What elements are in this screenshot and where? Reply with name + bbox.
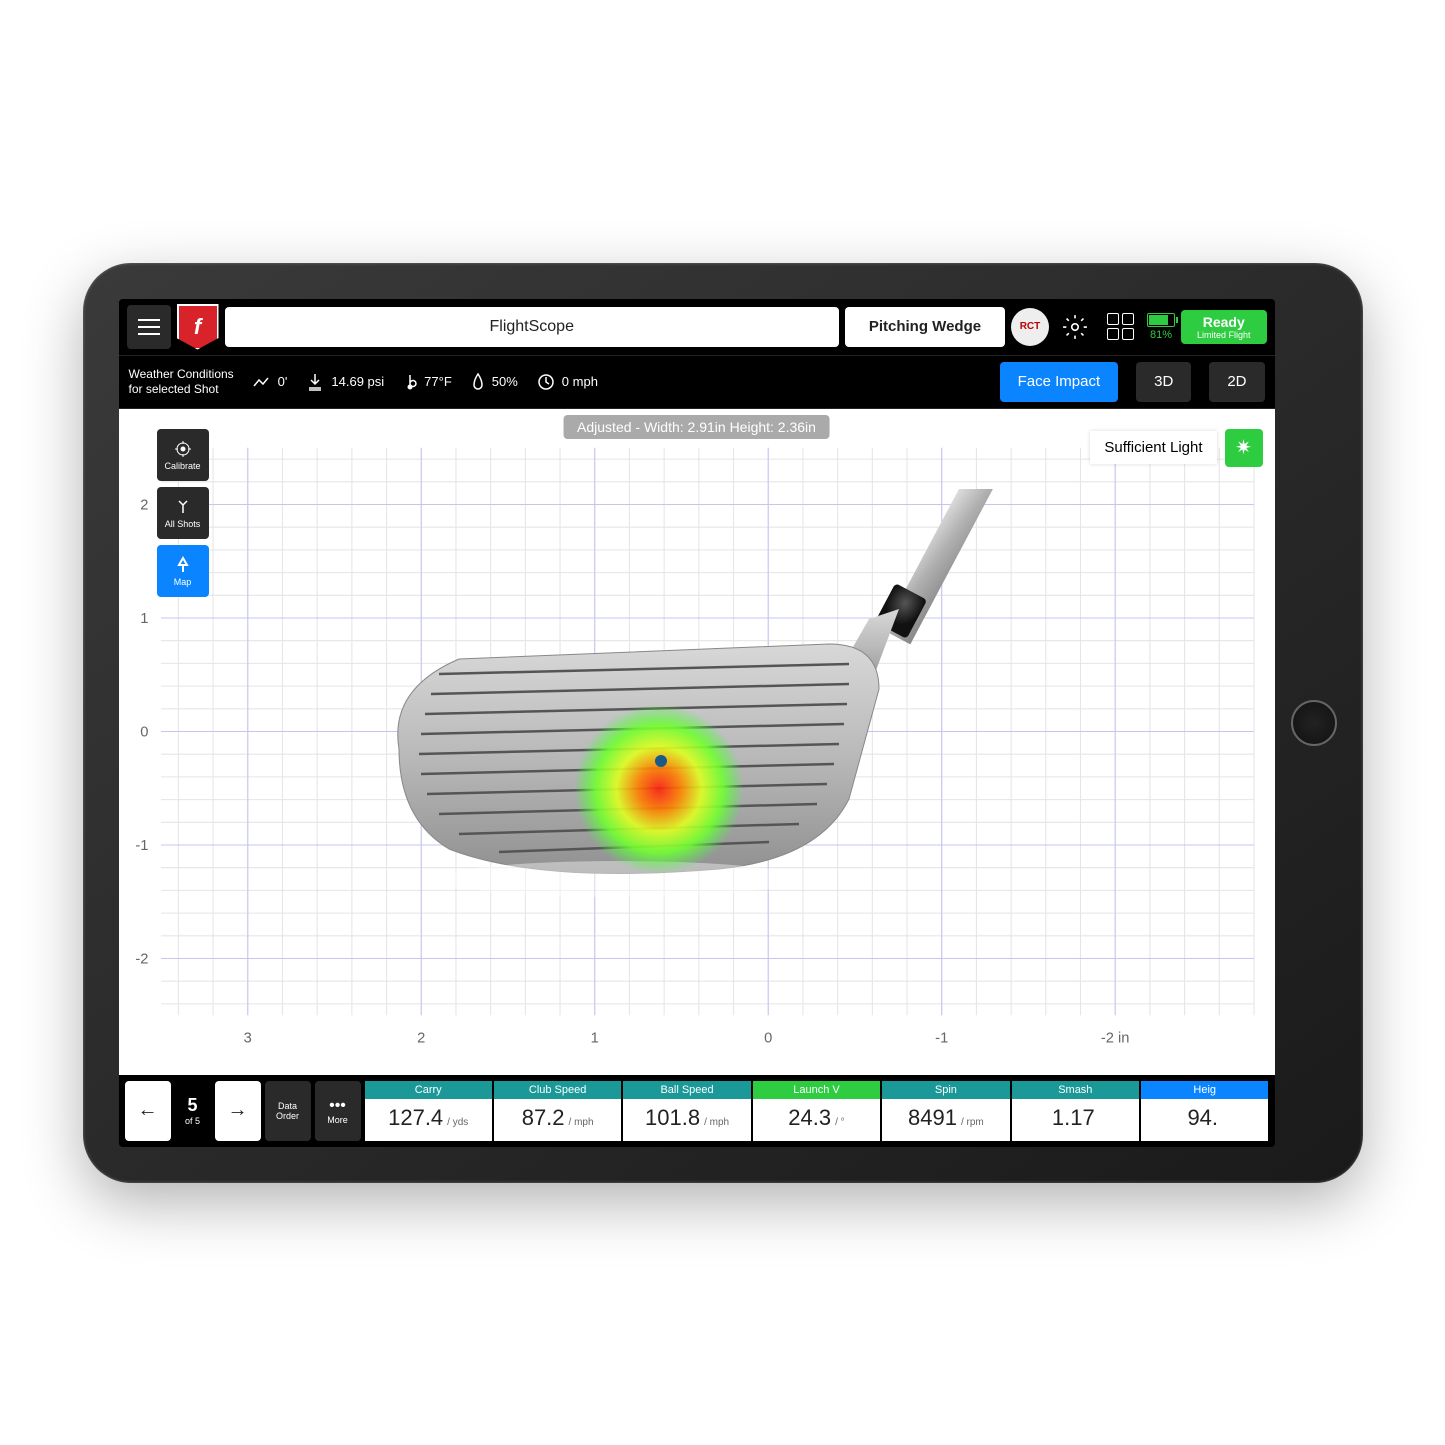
golf-club-image: [339, 489, 1059, 949]
weather-bar: Weather Conditions for selected Shot 0' …: [119, 355, 1275, 409]
top-bar: f FlightScope Pitching Wedge RCT 81%: [119, 299, 1275, 355]
svg-text:2: 2: [140, 497, 148, 513]
pressure-item: 14.69 psi: [305, 372, 384, 392]
ball-indicator[interactable]: RCT: [1011, 308, 1049, 346]
page-info: 5 of 5: [175, 1081, 211, 1141]
metric-club-speed[interactable]: Club Speed87.2/ mph: [494, 1081, 621, 1141]
battery-icon: [1147, 313, 1175, 327]
svg-text:-1: -1: [135, 838, 148, 854]
chart-area: Adjusted - Width: 2.91in Height: 2.36in …: [119, 409, 1275, 1075]
view-2d[interactable]: 2D: [1209, 362, 1264, 402]
light-status: Sufficient Light: [1090, 431, 1216, 464]
app-screen: f FlightScope Pitching Wedge RCT 81%: [119, 299, 1275, 1147]
side-tools: Calibrate All Shots Map: [157, 429, 209, 597]
metric-value: 87.2/ mph: [494, 1099, 621, 1141]
metric-spin[interactable]: Spin8491/ rpm: [882, 1081, 1009, 1141]
svg-text:0: 0: [140, 724, 148, 740]
metric-label: Carry: [365, 1081, 492, 1099]
all-shots-button[interactable]: All Shots: [157, 487, 209, 539]
apps-button[interactable]: [1101, 307, 1141, 347]
status-main: Ready: [1197, 314, 1251, 330]
metric-value: 1.17: [1012, 1099, 1139, 1141]
metric-label: Heig: [1141, 1081, 1268, 1099]
metric-value: 94.: [1141, 1099, 1268, 1141]
weather-label: Weather Conditions for selected Shot: [129, 367, 234, 396]
altitude-item: 0': [252, 374, 288, 390]
metric-label: Launch V: [753, 1081, 880, 1099]
svg-text:-1: -1: [935, 1030, 948, 1046]
status-button[interactable]: Ready Limited Flight: [1181, 310, 1267, 344]
metric-launch-v[interactable]: Launch V24.3/ °: [753, 1081, 880, 1141]
metric-label: Club Speed: [494, 1081, 621, 1099]
metrics-row: Carry127.4/ ydsClub Speed87.2/ mphBall S…: [365, 1081, 1269, 1141]
status-sub: Limited Flight: [1197, 330, 1251, 340]
adjusted-label: Adjusted - Width: 2.91in Height: 2.36in: [563, 415, 830, 439]
light-button[interactable]: ✷: [1225, 429, 1263, 467]
view-3d[interactable]: 3D: [1136, 362, 1191, 402]
wind-item: 0 mph: [536, 372, 598, 392]
prev-button[interactable]: ←: [125, 1081, 171, 1141]
light-panel: Sufficient Light ✷: [1090, 429, 1262, 467]
map-button[interactable]: Map: [157, 545, 209, 597]
metric-carry[interactable]: Carry127.4/ yds: [365, 1081, 492, 1141]
metric-ball-speed[interactable]: Ball Speed101.8/ mph: [623, 1081, 750, 1141]
temperature-item: 77°F: [402, 372, 452, 392]
svg-text:3: 3: [243, 1030, 251, 1046]
metric-value: 127.4/ yds: [365, 1099, 492, 1141]
tablet-home-button[interactable]: [1291, 700, 1337, 746]
metric-smash[interactable]: Smash1.17: [1012, 1081, 1139, 1141]
metric-label: Ball Speed: [623, 1081, 750, 1099]
svg-text:2: 2: [417, 1030, 425, 1046]
metric-label: Smash: [1012, 1081, 1139, 1099]
menu-button[interactable]: [127, 305, 171, 349]
svg-text:1: 1: [140, 611, 148, 627]
svg-text:-2 in: -2 in: [1100, 1030, 1129, 1046]
tablet-frame: f FlightScope Pitching Wedge RCT 81%: [83, 263, 1363, 1183]
metric-value: 8491/ rpm: [882, 1099, 1009, 1141]
svg-text:0: 0: [764, 1030, 772, 1046]
bottom-bar: ← 5 of 5 → DataOrder ••• More Carry127.4…: [119, 1075, 1275, 1147]
grid-icon: [1107, 313, 1134, 340]
app-title: FlightScope: [225, 307, 839, 347]
settings-button[interactable]: [1055, 307, 1095, 347]
metric-heig[interactable]: Heig94.: [1141, 1081, 1268, 1141]
calibrate-button[interactable]: Calibrate: [157, 429, 209, 481]
svg-text:1: 1: [590, 1030, 598, 1046]
club-selector[interactable]: Pitching Wedge: [845, 307, 1005, 347]
humidity-item: 50%: [470, 372, 518, 392]
metric-value: 24.3/ °: [753, 1099, 880, 1141]
next-button[interactable]: →: [215, 1081, 261, 1141]
more-button[interactable]: ••• More: [315, 1081, 361, 1141]
battery-percent: 81%: [1150, 329, 1172, 341]
view-face-impact[interactable]: Face Impact: [1000, 362, 1119, 402]
metric-value: 101.8/ mph: [623, 1099, 750, 1141]
battery-indicator: 81%: [1147, 313, 1175, 341]
svg-text:-2: -2: [135, 951, 148, 967]
metric-label: Spin: [882, 1081, 1009, 1099]
data-order-button[interactable]: DataOrder: [265, 1081, 311, 1141]
app-logo: f: [177, 304, 219, 350]
